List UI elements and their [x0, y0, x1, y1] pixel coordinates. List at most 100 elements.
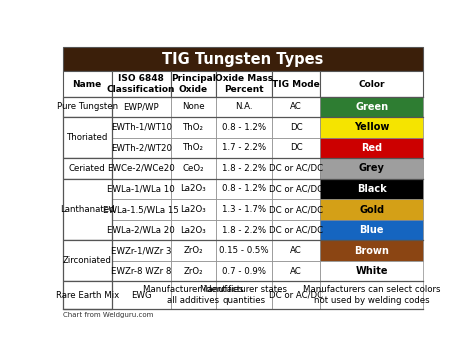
Bar — [111, 199, 171, 220]
Bar — [111, 117, 171, 138]
Bar — [216, 71, 272, 97]
Text: EWTh-1/WT10: EWTh-1/WT10 — [111, 123, 172, 132]
Text: Grey: Grey — [359, 164, 384, 174]
Text: TIG Mode: TIG Mode — [272, 79, 320, 88]
Text: Principal
Oxide: Principal Oxide — [171, 74, 216, 94]
Text: DC: DC — [290, 144, 302, 153]
Bar — [63, 97, 111, 117]
Bar — [63, 71, 111, 97]
Text: La2O₃: La2O₃ — [181, 205, 206, 214]
Bar — [216, 240, 272, 261]
Bar — [111, 138, 171, 158]
Text: Color: Color — [358, 79, 385, 88]
Bar — [320, 97, 423, 117]
Bar — [111, 97, 171, 117]
Bar — [320, 199, 423, 220]
Bar — [111, 281, 171, 309]
Text: EWLa-1.5/WLa 15: EWLa-1.5/WLa 15 — [103, 205, 179, 214]
Bar — [63, 240, 111, 281]
Text: White: White — [356, 266, 388, 276]
Bar — [272, 281, 320, 309]
Bar — [272, 97, 320, 117]
Text: La2O₃: La2O₃ — [181, 184, 206, 194]
Bar — [171, 71, 216, 97]
Text: Red: Red — [361, 143, 382, 153]
Text: Gold: Gold — [359, 204, 384, 214]
Text: DC or AC/DC: DC or AC/DC — [269, 291, 323, 300]
Text: Oxide Mass
Percent: Oxide Mass Percent — [215, 74, 273, 94]
Text: ISO 6848
Classification: ISO 6848 Classification — [107, 74, 175, 94]
Text: 0.8 - 1.2%: 0.8 - 1.2% — [222, 123, 266, 132]
Bar — [216, 117, 272, 138]
Bar — [272, 117, 320, 138]
Bar — [216, 220, 272, 240]
Bar — [216, 158, 272, 179]
Bar — [171, 281, 216, 309]
Bar — [320, 240, 423, 261]
Bar — [63, 47, 423, 71]
Text: Lanthanated: Lanthanated — [60, 205, 115, 214]
Bar — [216, 97, 272, 117]
Text: None: None — [182, 102, 205, 111]
Bar — [216, 281, 272, 309]
Text: AC: AC — [290, 102, 302, 111]
Bar — [320, 158, 423, 179]
Bar — [63, 179, 111, 240]
Text: Pure Tungsten: Pure Tungsten — [57, 102, 118, 111]
Text: CeO₂: CeO₂ — [182, 164, 204, 173]
Bar — [320, 281, 423, 309]
Bar — [111, 179, 171, 199]
Bar — [320, 138, 423, 158]
Text: DC or AC/DC: DC or AC/DC — [269, 164, 323, 173]
Bar — [272, 220, 320, 240]
Bar — [272, 240, 320, 261]
Text: DC or AC/DC: DC or AC/DC — [269, 226, 323, 234]
Text: EWLa-2/WLa 20: EWLa-2/WLa 20 — [107, 226, 175, 234]
Text: La2O₃: La2O₃ — [181, 226, 206, 234]
Text: Green: Green — [355, 102, 388, 112]
Bar — [171, 240, 216, 261]
Bar — [171, 199, 216, 220]
Text: ZrO₂: ZrO₂ — [183, 246, 203, 255]
Text: EWZr-8 WZr 8: EWZr-8 WZr 8 — [111, 267, 172, 276]
Bar — [111, 261, 171, 281]
Bar — [272, 261, 320, 281]
Bar — [272, 158, 320, 179]
Text: 0.8 - 1.2%: 0.8 - 1.2% — [222, 184, 266, 194]
Text: EWTh-2/WT20: EWTh-2/WT20 — [111, 144, 172, 153]
Bar — [320, 71, 423, 97]
Text: Manufacturer states
quantities: Manufacturer states quantities — [201, 285, 287, 305]
Text: AC: AC — [290, 267, 302, 276]
Text: EWZr-1/WZr 3: EWZr-1/WZr 3 — [111, 246, 172, 255]
Bar — [111, 220, 171, 240]
Text: DC or AC/DC: DC or AC/DC — [269, 205, 323, 214]
Bar — [171, 261, 216, 281]
Bar — [63, 158, 111, 179]
Text: DC: DC — [290, 123, 302, 132]
Text: 1.8 - 2.2%: 1.8 - 2.2% — [222, 226, 266, 234]
Bar — [272, 71, 320, 97]
Text: DC or AC/DC: DC or AC/DC — [269, 184, 323, 194]
Text: Thoriated: Thoriated — [66, 133, 108, 142]
Bar — [272, 199, 320, 220]
Text: Zirconiated: Zirconiated — [63, 256, 112, 265]
Text: ThO₂: ThO₂ — [183, 123, 204, 132]
Text: ThO₂: ThO₂ — [183, 144, 204, 153]
Text: Black: Black — [357, 184, 386, 194]
Text: Rare Earth Mix: Rare Earth Mix — [55, 291, 119, 300]
Bar — [216, 199, 272, 220]
Bar — [171, 220, 216, 240]
Text: Manufacturer identifies
all additives: Manufacturer identifies all additives — [143, 285, 244, 305]
Text: Chart from Weldguru.com: Chart from Weldguru.com — [63, 312, 153, 318]
Text: 1.7 - 2.2%: 1.7 - 2.2% — [222, 144, 266, 153]
Text: Yellow: Yellow — [354, 122, 389, 132]
Bar — [63, 281, 111, 309]
Bar — [216, 179, 272, 199]
Bar — [216, 138, 272, 158]
Bar — [111, 158, 171, 179]
Bar — [111, 71, 171, 97]
Text: AC: AC — [290, 246, 302, 255]
Text: Manufacturers can select colors
not used by welding codes: Manufacturers can select colors not used… — [303, 285, 440, 305]
Bar — [171, 179, 216, 199]
Text: EWLa-1/WLa 10: EWLa-1/WLa 10 — [107, 184, 175, 194]
